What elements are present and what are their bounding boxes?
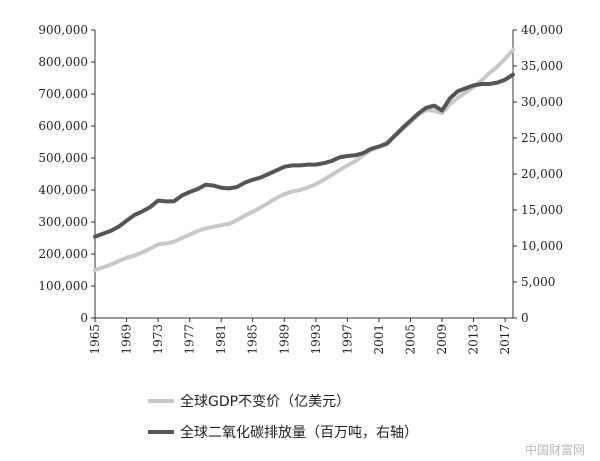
watermark-text: 中国财富网 xyxy=(525,442,585,457)
x-tick-label: 1985 xyxy=(246,324,260,355)
left-tick-label: 700,000 xyxy=(38,87,88,101)
x-tick-label: 1993 xyxy=(309,324,323,355)
legend-label-co2: 全球二氧化碳排放量（百万吨，右轴） xyxy=(180,424,418,441)
left-tick-label: 500,000 xyxy=(38,151,88,165)
left-tick-label: 800,000 xyxy=(38,55,88,69)
x-tick-label: 1973 xyxy=(151,324,165,355)
x-tick-label: 1981 xyxy=(214,324,228,355)
right-tick-label: 5,000 xyxy=(521,275,555,289)
x-tick-label: 1977 xyxy=(183,324,197,355)
left-tick-label: 200,000 xyxy=(38,247,88,261)
x-tick-label: 1989 xyxy=(277,324,291,355)
right-tick-label: 30,000 xyxy=(521,95,563,109)
series-line-co2 xyxy=(93,72,515,239)
series-line-gdp xyxy=(93,47,515,272)
right-tick-label: 25,000 xyxy=(521,131,563,145)
x-tick-label: 2013 xyxy=(467,324,481,355)
x-tick-label: 1969 xyxy=(120,324,134,355)
right-tick-label: 40,000 xyxy=(521,23,563,37)
legend: 全球GDP不变价（亿美元） 全球二氧化碳排放量（百万吨，右轴） xyxy=(148,393,418,441)
right-tick-label: 15,000 xyxy=(521,203,563,217)
plot-area: 0 100,000 200,000 300,000 400,000 500,000 600,… xyxy=(38,23,563,355)
x-tick-label: 2017 xyxy=(498,324,512,355)
left-tick-label: 0 xyxy=(80,311,88,325)
left-tick-label: 400,000 xyxy=(38,183,88,197)
right-tick-label: 35,000 xyxy=(521,59,563,73)
x-tick-label: 2001 xyxy=(372,324,386,355)
x-tick-label: 1997 xyxy=(340,324,354,355)
legend-label-gdp: 全球GDP不变价（亿美元） xyxy=(180,393,350,410)
x-tick-label: 2005 xyxy=(403,324,417,355)
left-tick-label: 300,000 xyxy=(38,215,88,229)
x-tick-label: 1965 xyxy=(88,324,102,355)
x-tick-label: 2009 xyxy=(435,324,449,355)
right-tick-label: 20,000 xyxy=(521,167,563,181)
left-tick-label: 900,000 xyxy=(38,23,88,37)
left-tick-label: 100,000 xyxy=(38,279,88,293)
right-tick-label: 0 xyxy=(521,311,529,325)
right-tick-label: 10,000 xyxy=(521,239,563,253)
left-tick-label: 600,000 xyxy=(38,119,88,133)
